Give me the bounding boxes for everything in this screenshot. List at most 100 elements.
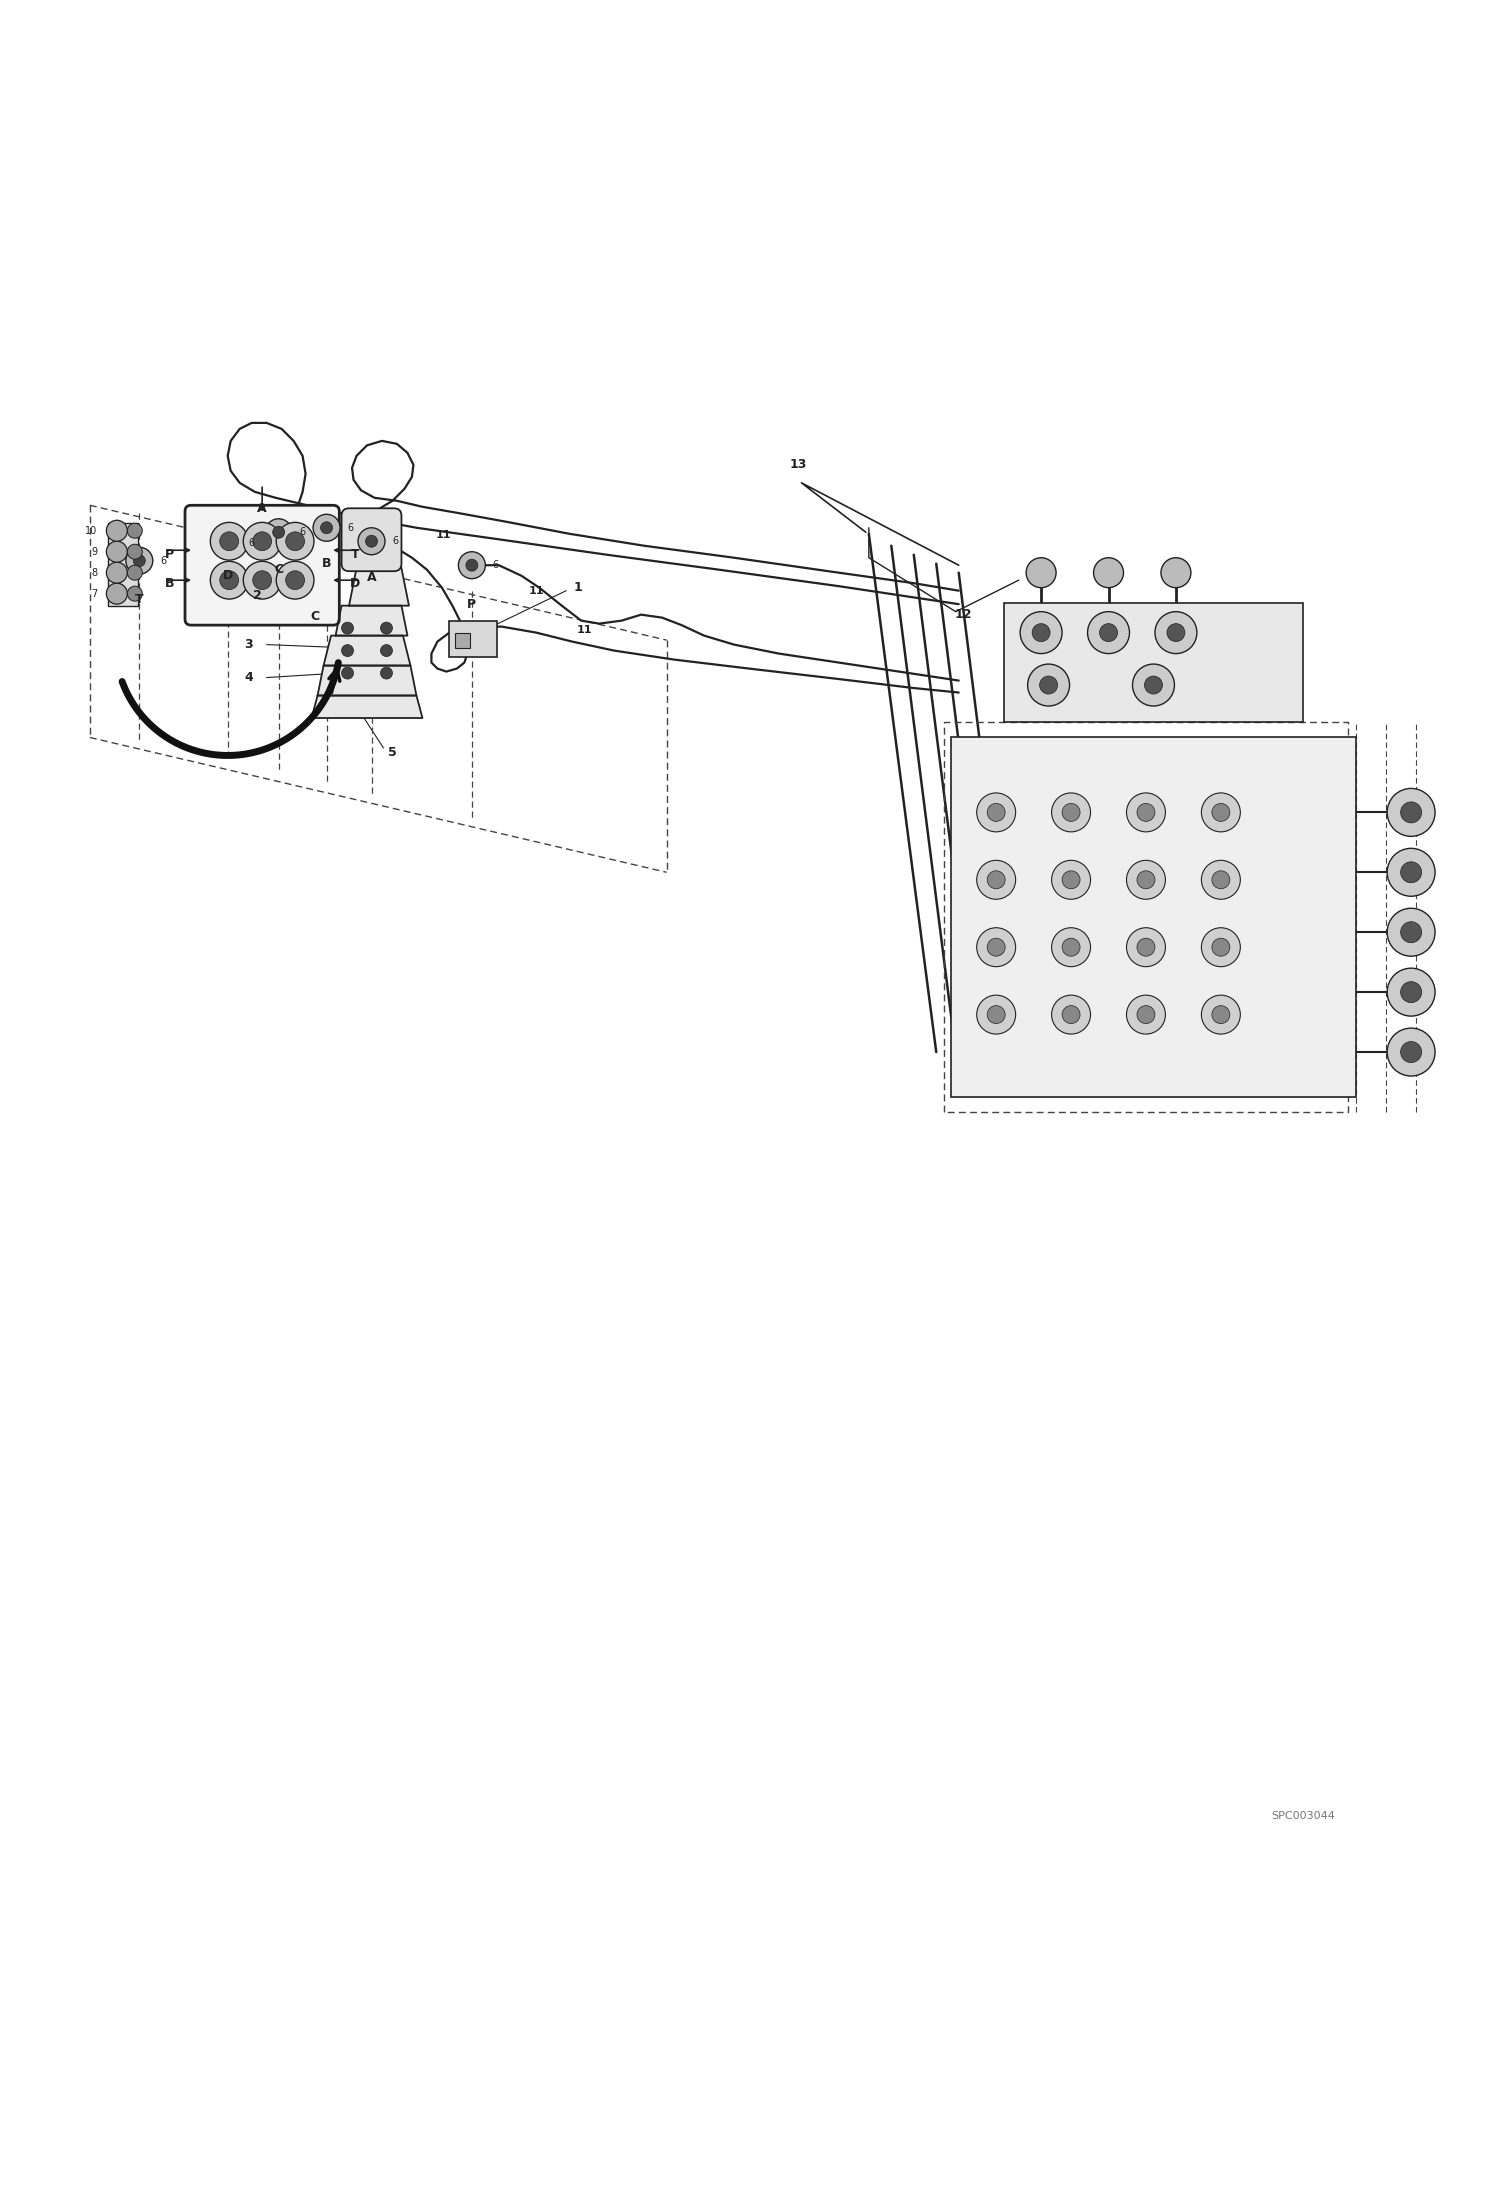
Text: 1: 1 <box>574 581 583 595</box>
Circle shape <box>1052 928 1091 968</box>
Circle shape <box>1212 871 1230 889</box>
Circle shape <box>987 803 1005 821</box>
Circle shape <box>265 518 292 546</box>
Text: B: B <box>165 577 174 590</box>
Text: 3: 3 <box>244 638 253 652</box>
Circle shape <box>286 531 304 551</box>
Circle shape <box>1062 939 1080 957</box>
Circle shape <box>1387 788 1435 836</box>
Circle shape <box>1387 849 1435 897</box>
Circle shape <box>1040 676 1058 693</box>
Circle shape <box>1026 557 1056 588</box>
Text: 6: 6 <box>348 522 354 533</box>
Circle shape <box>1028 665 1070 706</box>
Circle shape <box>1201 860 1240 900</box>
Text: 11: 11 <box>436 531 451 540</box>
Text: 5: 5 <box>388 746 397 759</box>
Text: 6: 6 <box>392 535 398 546</box>
Circle shape <box>127 522 142 538</box>
Circle shape <box>458 551 485 579</box>
Text: A: A <box>367 570 376 584</box>
Circle shape <box>313 513 340 542</box>
Bar <box>951 737 1356 1097</box>
Circle shape <box>1144 676 1162 693</box>
Text: D: D <box>351 577 360 590</box>
Circle shape <box>1387 1029 1435 1075</box>
Circle shape <box>133 555 145 566</box>
Circle shape <box>1062 1005 1080 1025</box>
Circle shape <box>977 792 1016 832</box>
Circle shape <box>1062 871 1080 889</box>
Circle shape <box>253 570 271 590</box>
Circle shape <box>210 522 249 559</box>
Circle shape <box>1401 801 1422 823</box>
Circle shape <box>1387 968 1435 1016</box>
Text: 4: 4 <box>244 671 253 685</box>
Circle shape <box>1137 939 1155 957</box>
Circle shape <box>1401 921 1422 943</box>
Circle shape <box>1201 928 1240 968</box>
Circle shape <box>273 527 285 538</box>
Circle shape <box>126 546 153 575</box>
Circle shape <box>380 645 392 656</box>
Circle shape <box>1155 612 1197 654</box>
Text: SPC003044: SPC003044 <box>1272 1810 1335 1821</box>
FancyBboxPatch shape <box>342 509 401 570</box>
Circle shape <box>1032 623 1050 641</box>
Circle shape <box>1094 557 1124 588</box>
Polygon shape <box>318 665 416 695</box>
Circle shape <box>1052 996 1091 1033</box>
Circle shape <box>106 542 127 562</box>
Text: 11: 11 <box>529 586 544 597</box>
Circle shape <box>210 562 249 599</box>
Circle shape <box>1132 665 1174 706</box>
Text: 7: 7 <box>91 588 97 599</box>
Polygon shape <box>324 636 410 665</box>
Circle shape <box>1052 860 1091 900</box>
Circle shape <box>1212 1005 1230 1025</box>
Circle shape <box>977 928 1016 968</box>
Circle shape <box>220 570 238 590</box>
Circle shape <box>977 860 1016 900</box>
Circle shape <box>253 531 271 551</box>
Text: 6: 6 <box>493 559 499 570</box>
Text: 9: 9 <box>91 546 97 557</box>
Circle shape <box>276 522 315 559</box>
Circle shape <box>1020 612 1062 654</box>
Circle shape <box>1137 803 1155 821</box>
Circle shape <box>321 522 333 533</box>
Bar <box>455 632 470 647</box>
Circle shape <box>1401 862 1422 882</box>
Text: T: T <box>351 548 360 562</box>
Bar <box>449 621 497 656</box>
FancyBboxPatch shape <box>184 505 339 625</box>
Text: 6: 6 <box>300 527 306 538</box>
Circle shape <box>1126 996 1165 1033</box>
Circle shape <box>1387 908 1435 957</box>
Text: A: A <box>258 502 267 516</box>
Circle shape <box>1201 792 1240 832</box>
Circle shape <box>1212 939 1230 957</box>
Circle shape <box>1137 1005 1155 1025</box>
Text: 13: 13 <box>789 459 807 472</box>
Circle shape <box>342 623 354 634</box>
Text: C: C <box>274 564 283 577</box>
Text: 12: 12 <box>954 608 972 621</box>
Circle shape <box>286 570 304 590</box>
Circle shape <box>1126 860 1165 900</box>
Text: 11: 11 <box>577 625 592 634</box>
Circle shape <box>466 559 478 570</box>
Circle shape <box>1401 1042 1422 1062</box>
Bar <box>108 522 138 606</box>
Circle shape <box>987 1005 1005 1025</box>
Circle shape <box>987 871 1005 889</box>
Circle shape <box>1212 803 1230 821</box>
Circle shape <box>106 520 127 542</box>
Circle shape <box>243 562 282 599</box>
Circle shape <box>1126 792 1165 832</box>
Circle shape <box>1088 612 1129 654</box>
Circle shape <box>366 535 377 546</box>
Text: 6: 6 <box>249 538 255 548</box>
Text: T: T <box>135 592 144 606</box>
Circle shape <box>1100 623 1118 641</box>
